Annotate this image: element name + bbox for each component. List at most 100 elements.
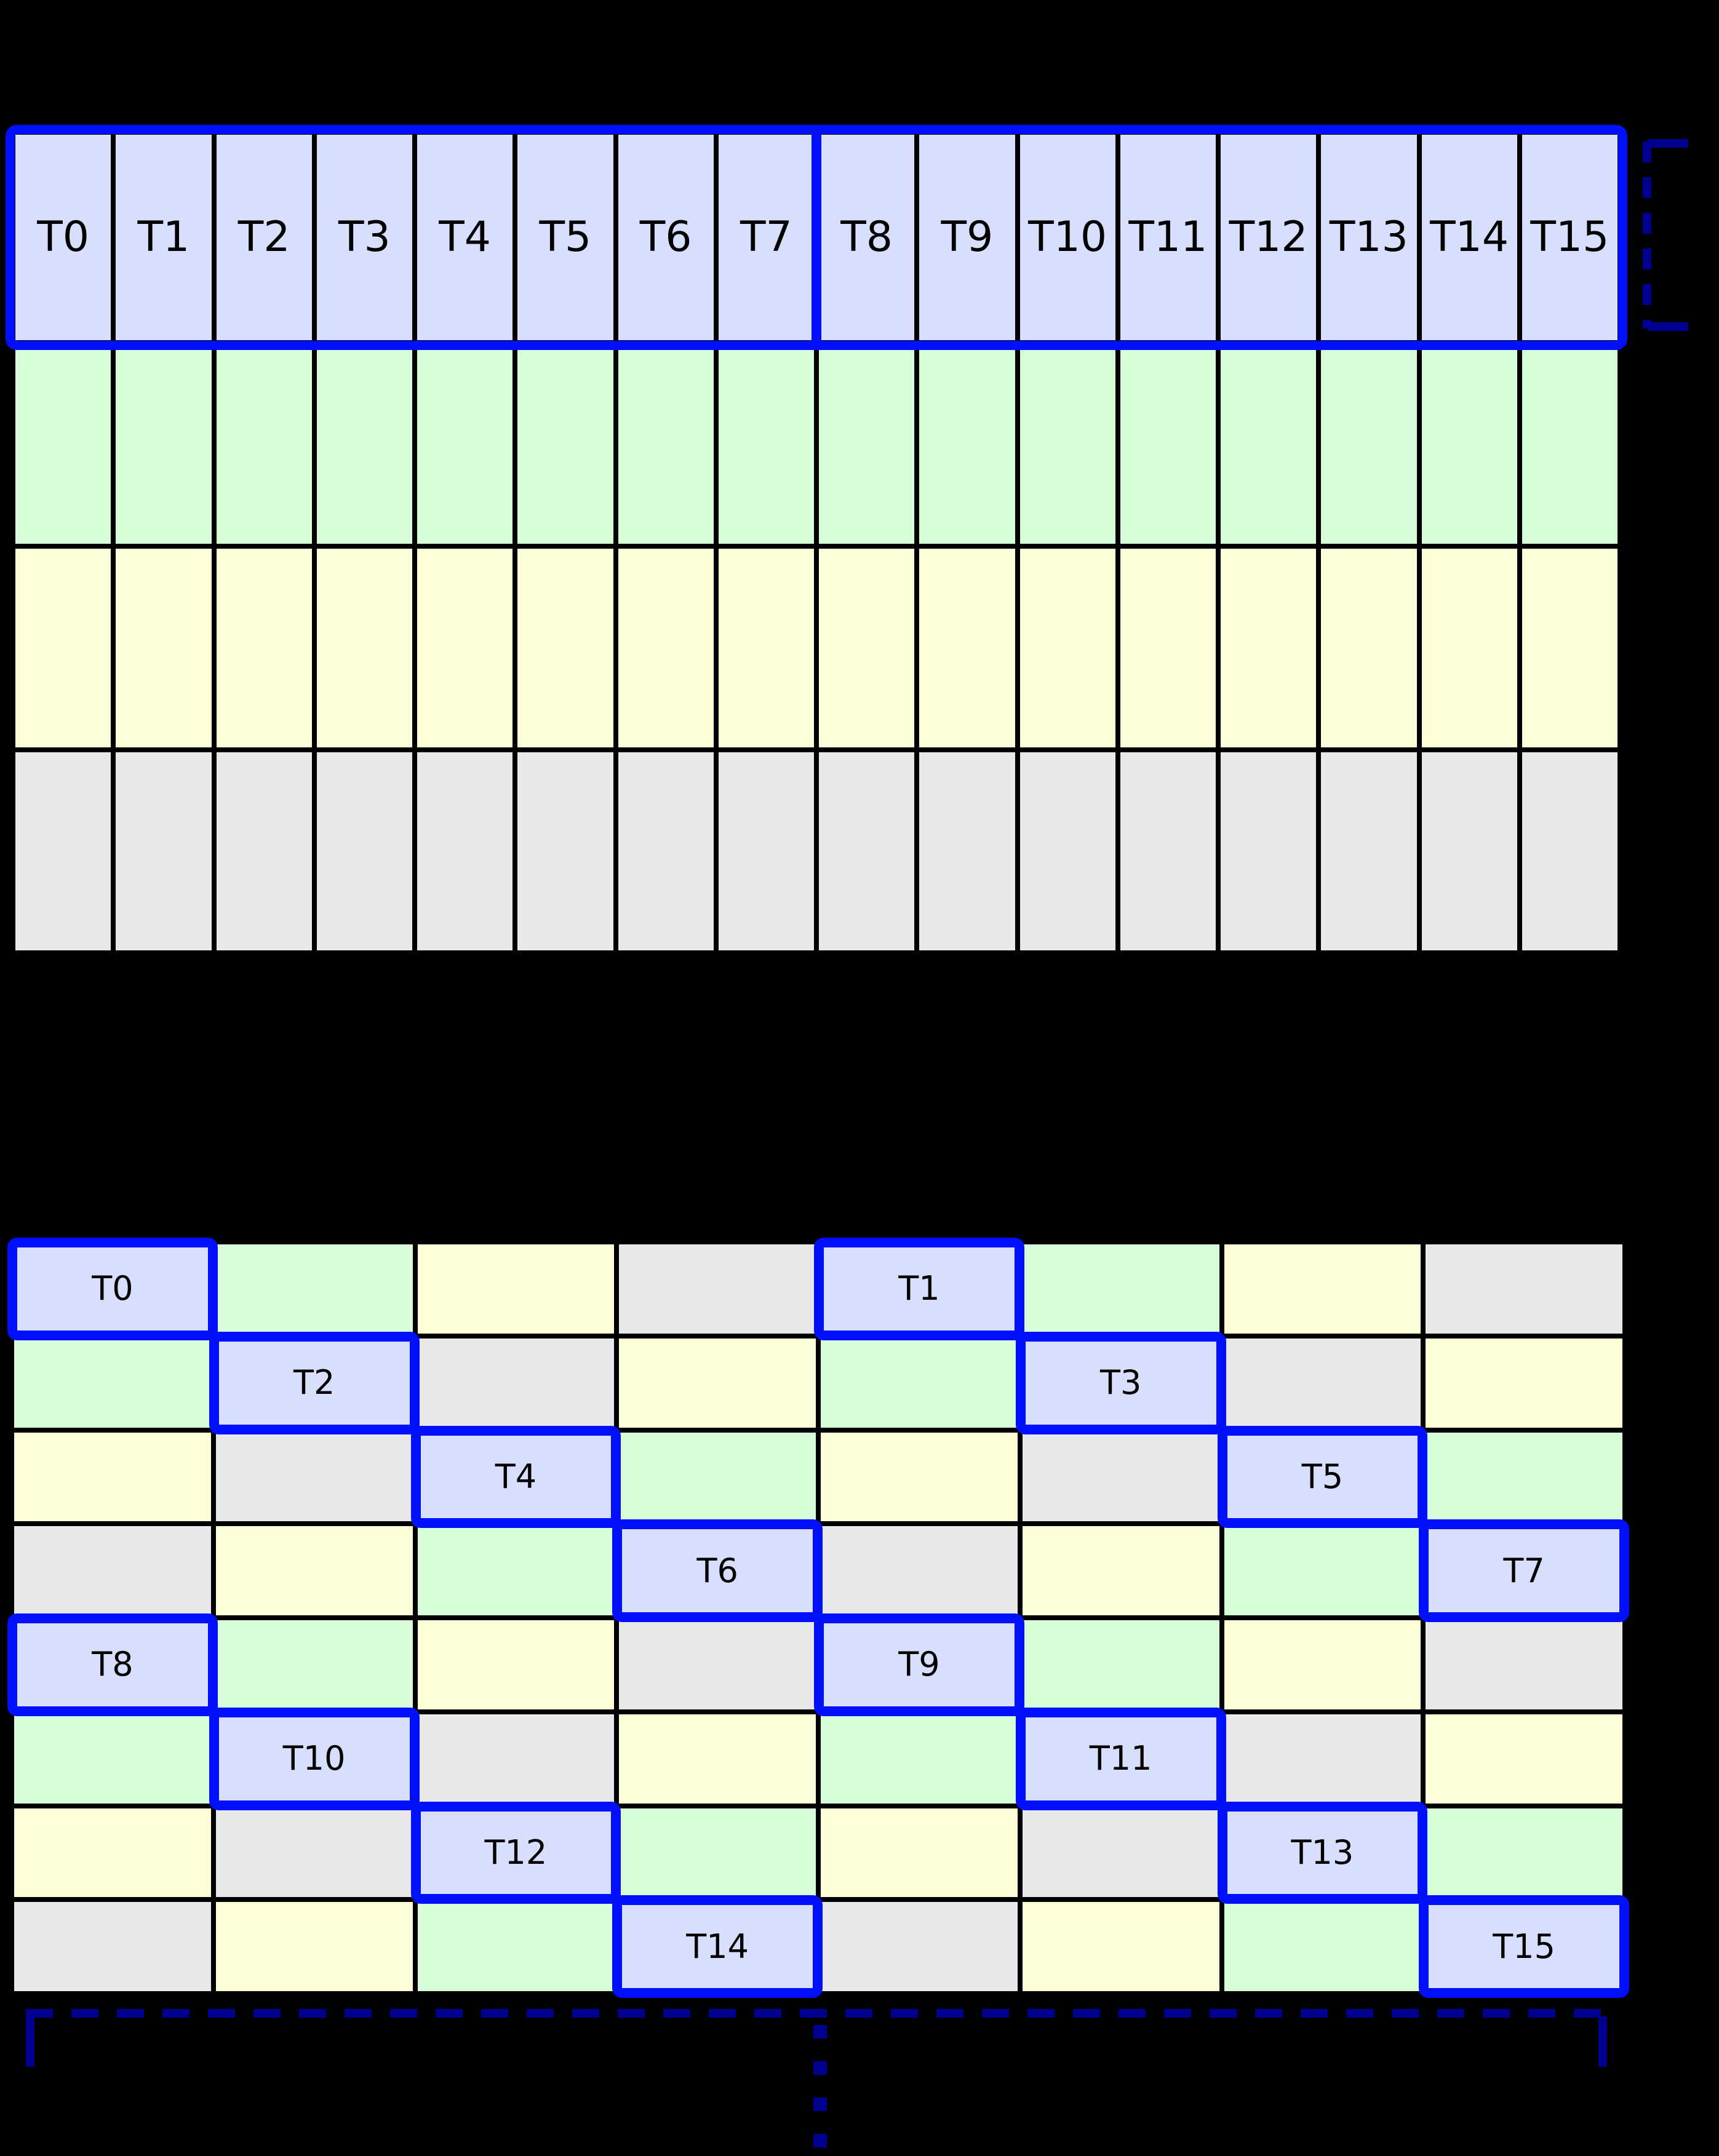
- ellipsis-dot: [813, 2061, 827, 2075]
- top-thread-cell-T10: T10: [1017, 132, 1118, 343]
- thread-label: T10: [282, 1739, 346, 1778]
- top-cell-yellow: [1218, 546, 1319, 750]
- bottom-cell-gray-r4c5: [818, 1524, 1020, 1618]
- top-thread-cell-T4: T4: [415, 132, 516, 343]
- bottom-thread-cell-T14: T14: [612, 1895, 823, 1998]
- bottom-cell-gray-r8c5: [818, 1899, 1020, 1994]
- bottom-thread-cell-T4: T4: [410, 1425, 621, 1528]
- bottom-cell-green-r5c6: [1019, 1618, 1222, 1712]
- bottom-bracket: [26, 2009, 1607, 2068]
- top-thread-cell-T11: T11: [1117, 132, 1218, 343]
- top-cell-gray: [1419, 750, 1520, 953]
- top-cell-gray: [1218, 750, 1319, 953]
- top-cell-yellow: [1117, 546, 1218, 750]
- bottom-cell-yellow-r4c6: [1019, 1524, 1222, 1618]
- top-thread-cell-T15: T15: [1519, 132, 1620, 343]
- top-thread-cell-T8: T8: [816, 132, 917, 343]
- bottom-cell-gray-r1c4: [616, 1242, 818, 1336]
- bottom-cell-green-r6c1: [12, 1711, 213, 1806]
- top-thread-cell-T12: T12: [1218, 132, 1319, 343]
- bottom-cell-gray-r8c1: [12, 1899, 213, 1994]
- top-cell-yellow: [113, 546, 214, 750]
- top-thread-cell-T1: T1: [113, 132, 214, 343]
- bottom-cell-green-r6c5: [818, 1711, 1020, 1806]
- top-cell-gray: [1519, 750, 1620, 953]
- thread-label: T12: [484, 1832, 548, 1872]
- top-cell-gray: [314, 750, 415, 953]
- top-cell-yellow: [816, 546, 917, 750]
- thread-label: T1: [137, 213, 190, 261]
- bottom-cell-green-r4c7: [1221, 1524, 1424, 1618]
- top-cell-gray: [1117, 750, 1218, 953]
- thread-label: T2: [237, 213, 290, 261]
- top-cell-gray: [515, 750, 616, 953]
- top-cell-green: [917, 343, 1018, 546]
- right-bracket: [1643, 139, 1688, 331]
- bottom-cell-gray-r2c7: [1221, 1335, 1424, 1430]
- thread-label: T1: [898, 1269, 940, 1308]
- bottom-cell-green-r3c4: [616, 1430, 818, 1524]
- top-cell-yellow: [1318, 546, 1419, 750]
- top-cell-green: [213, 343, 314, 546]
- bottom-cell-yellow-r4c2: [213, 1524, 415, 1618]
- bottom-thread-cell-T15: T15: [1419, 1895, 1629, 1998]
- bottom-cell-gray-r7c2: [213, 1805, 415, 1900]
- top-cell-green: [816, 343, 917, 546]
- thread-label: T9: [941, 213, 994, 261]
- top-cell-yellow: [13, 546, 114, 750]
- top-cell-gray: [13, 750, 114, 953]
- bottom-cell-yellow-r7c5: [818, 1805, 1020, 1900]
- ellipsis-dot: [813, 2098, 827, 2111]
- top-cell-yellow: [415, 546, 516, 750]
- top-cell-gray: [415, 750, 516, 953]
- thread-label: T4: [439, 213, 492, 261]
- top-cell-yellow: [1017, 546, 1118, 750]
- bottom-thread-cell-T3: T3: [1015, 1331, 1226, 1434]
- bottom-cell-green-r5c2: [213, 1618, 415, 1712]
- bottom-cell-gray-r3c2: [213, 1430, 415, 1524]
- bottom-cell-yellow-r2c4: [616, 1335, 818, 1430]
- thread-label: T2: [293, 1363, 335, 1402]
- bottom-cell-gray-r6c3: [415, 1711, 617, 1806]
- thread-label: T13: [1329, 213, 1408, 261]
- top-cell-green: [1218, 343, 1319, 546]
- top-cell-yellow: [716, 546, 816, 750]
- bottom-thread-cell-T2: T2: [209, 1331, 420, 1434]
- right-bracket-top-tick: [1648, 139, 1688, 148]
- top-cell-green: [1519, 343, 1620, 546]
- bottom-thread-cell-T10: T10: [209, 1707, 420, 1810]
- bottom-cell-yellow-r5c7: [1221, 1618, 1424, 1712]
- top-cell-yellow: [615, 546, 716, 750]
- bottom-cell-yellow-r2c8: [1423, 1335, 1625, 1430]
- thread-label: T14: [1430, 213, 1509, 261]
- bottom-cell-yellow-r5c3: [415, 1618, 617, 1712]
- thread-label: T0: [92, 1269, 134, 1308]
- bottom-cell-gray-r7c6: [1019, 1805, 1222, 1900]
- bottom-cell-green-r7c8: [1423, 1805, 1625, 1900]
- bottom-cell-yellow-r3c5: [818, 1430, 1020, 1524]
- top-cell-yellow: [917, 546, 1018, 750]
- bottom-cell-green-r4c3: [415, 1524, 617, 1618]
- top-thread-cell-T0: T0: [13, 132, 114, 343]
- bottom-thread-cell-T6: T6: [612, 1519, 823, 1622]
- bottom-cell-green-r7c4: [616, 1805, 818, 1900]
- thread-label: T15: [1493, 1927, 1555, 1966]
- bottom-cell-yellow-r8c2: [213, 1899, 415, 1994]
- bottom-cell-green-r8c3: [415, 1899, 617, 1994]
- vertical-ellipsis: [813, 2025, 827, 2147]
- thread-label: T7: [740, 213, 792, 261]
- top-cell-green: [314, 343, 415, 546]
- bottom-thread-cell-T7: T7: [1419, 1519, 1629, 1622]
- thread-label: T0: [37, 213, 90, 261]
- top-cell-green: [1318, 343, 1419, 546]
- top-cell-gray: [716, 750, 816, 953]
- top-cell-gray: [1017, 750, 1118, 953]
- bottom-cell-gray-r2c3: [415, 1335, 617, 1430]
- bottom-cell-green-r8c7: [1221, 1899, 1424, 1994]
- top-cell-green: [415, 343, 516, 546]
- bottom-cell-green-r2c5: [818, 1335, 1020, 1430]
- top-thread-cell-T13: T13: [1318, 132, 1419, 343]
- thread-label: T8: [92, 1645, 134, 1684]
- bottom-bracket-left-tick: [26, 2016, 34, 2067]
- top-cell-gray: [917, 750, 1018, 953]
